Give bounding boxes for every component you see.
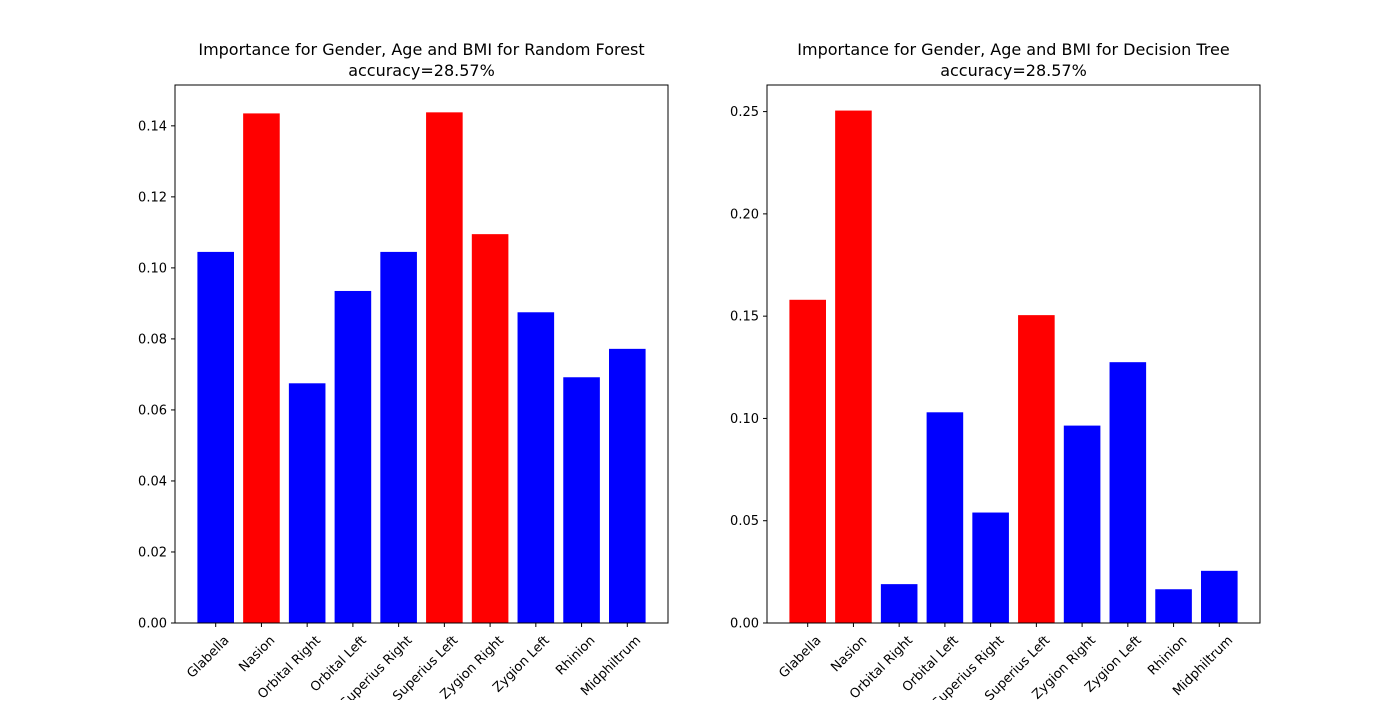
bar-midphiltrum xyxy=(609,348,646,623)
bar-midphiltrum xyxy=(1201,570,1238,623)
y-tick-label: 0.14 xyxy=(138,119,167,134)
bar-zygion-left xyxy=(517,312,555,623)
y-tick-label: 0.00 xyxy=(730,617,759,632)
axes-frame xyxy=(766,84,1261,624)
bar-superius-right xyxy=(972,512,1009,623)
x-tick-label: Rhinion xyxy=(1145,633,1190,678)
bar-orbital-right xyxy=(288,383,326,623)
x-tick-label: Glabella xyxy=(184,633,232,681)
bar-glabella xyxy=(789,299,826,623)
bar-superius-left xyxy=(1018,315,1055,623)
x-tick-label: Nasion xyxy=(828,633,870,675)
y-tick-label: 0.05 xyxy=(730,514,759,529)
chart-subtitle: accuracy=28.57% xyxy=(940,61,1087,80)
chart-panel-2: Importance for Gender, Age and BMI for D… xyxy=(730,40,1261,704)
bar-zygion-right xyxy=(471,234,509,624)
bar-superius-right xyxy=(380,251,417,623)
bar-rhinion xyxy=(1155,589,1192,623)
axes-frame xyxy=(174,84,669,624)
x-tick-label: Rhinion xyxy=(553,633,598,678)
y-tick-label: 0.20 xyxy=(730,207,759,222)
y-tick-label: 0.00 xyxy=(138,617,167,632)
bar-zygion-right xyxy=(1063,425,1101,623)
bar-rhinion xyxy=(563,377,600,623)
x-tick-label: Nasion xyxy=(236,633,278,675)
y-tick-label: 0.08 xyxy=(138,332,167,347)
chart-title: Importance for Gender, Age and BMI for D… xyxy=(797,40,1229,59)
bar-zygion-left xyxy=(1109,362,1147,623)
y-tick-label: 0.06 xyxy=(138,403,167,418)
bar-nasion xyxy=(835,110,872,624)
chart-panel-1: Importance for Gender, Age and BMI for R… xyxy=(138,40,669,704)
bar-orbital-right xyxy=(880,584,918,623)
bar-nasion xyxy=(243,113,280,623)
chart-subtitle: accuracy=28.57% xyxy=(348,61,495,80)
y-tick-label: 0.02 xyxy=(138,545,167,560)
x-tick-label: Glabella xyxy=(776,633,824,681)
y-tick-label: 0.15 xyxy=(730,310,759,325)
bar-orbital-left xyxy=(926,412,964,623)
bar-glabella xyxy=(197,251,234,623)
bar-orbital-left xyxy=(334,290,372,623)
y-tick-label: 0.10 xyxy=(138,261,167,276)
y-tick-label: 0.12 xyxy=(138,190,167,205)
bar-superius-left xyxy=(426,112,463,623)
y-tick-label: 0.10 xyxy=(730,412,759,427)
y-tick-label: 0.04 xyxy=(138,474,167,489)
chart-title: Importance for Gender, Age and BMI for R… xyxy=(198,40,644,59)
y-tick-label: 0.25 xyxy=(730,105,759,120)
